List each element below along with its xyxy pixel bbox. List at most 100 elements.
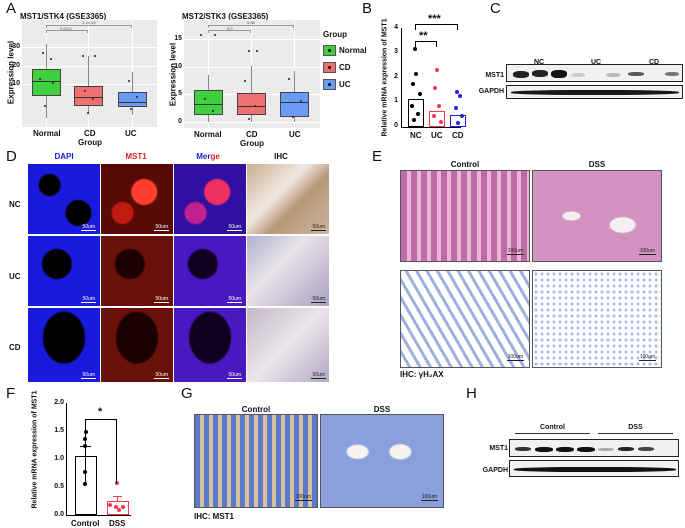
image-merge-cd: 50um <box>174 308 246 382</box>
ytick: 2 <box>394 73 398 80</box>
sig-star: * <box>98 406 103 418</box>
panel-letter-g: G <box>181 385 193 402</box>
box-uc <box>280 92 309 117</box>
ytick: 0.5 <box>54 483 64 490</box>
box-normal <box>194 90 223 115</box>
boxplot-left-xlabel: Group <box>78 138 102 147</box>
row-head-cd: CD <box>9 343 21 352</box>
y-axis <box>401 28 402 127</box>
xtick: DSS <box>109 519 126 528</box>
image-ihc-control: 100um <box>400 270 530 368</box>
ytick: 1.0 <box>54 455 64 462</box>
xtick: CD <box>246 130 258 139</box>
image-ihc-mst1-control: 100um <box>194 414 318 508</box>
ytick: 30 <box>12 43 20 50</box>
legend-item-normal: Normal <box>323 45 367 56</box>
blot-row-label: MST1 <box>485 72 504 79</box>
xtick: CD <box>84 129 96 138</box>
image-ihc-uc: 50um <box>247 236 329 306</box>
col-head-control: Control <box>450 160 480 169</box>
ytick: 4 <box>394 24 398 31</box>
legend-swatch <box>323 45 336 56</box>
merge-part: Mer <box>196 152 211 161</box>
panel-letter-b: B <box>362 0 373 17</box>
box-normal <box>32 69 61 96</box>
boxplot-right-xlabel: Group <box>240 139 264 148</box>
x-axis <box>401 127 461 128</box>
image-mst1-nc: 50um <box>101 164 173 234</box>
legend-item-cd: CD <box>323 62 367 73</box>
blot-group-label: UC <box>590 59 602 66</box>
xtick: CD <box>452 131 464 140</box>
blot-mst1-c <box>506 64 683 82</box>
x-axis <box>66 515 131 516</box>
blot-mst1-h <box>509 439 679 457</box>
blot-gapdh-c <box>506 85 683 99</box>
image-ihc-dss: 100um <box>532 270 662 368</box>
p-value: 0.88 <box>247 20 255 25</box>
p-value: 3.1e-05 <box>82 20 96 25</box>
caption-ihc-gh2ax: IHC: γH₂AX <box>400 370 444 379</box>
sig-star: ** <box>419 30 428 42</box>
box-cd <box>74 86 103 106</box>
sig-bracket <box>415 24 458 30</box>
p-value: 0.9 <box>227 26 233 31</box>
panel-letter-c: C <box>490 0 501 17</box>
legend: Group Normal CD UC <box>323 30 367 90</box>
panel-letter-a: A <box>6 0 17 17</box>
sig-bracket <box>415 41 437 47</box>
col-head-ihc: IHC <box>274 152 288 161</box>
col-head-dss: DSS <box>373 405 391 414</box>
image-ihc-cd: 50um <box>247 308 329 382</box>
legend-label: UC <box>339 80 351 89</box>
ytick: 0.0 <box>54 511 64 518</box>
sig-bracket <box>46 25 132 28</box>
legend-swatch <box>323 62 336 73</box>
col-head-dapi: DAPI <box>54 152 74 161</box>
legend-title: Group <box>323 30 347 39</box>
sig-bracket <box>85 419 117 484</box>
ytick: 0 <box>394 122 398 129</box>
blot-group-label: NC <box>533 59 545 66</box>
image-ihc-mst1-dss: 100um <box>320 414 444 508</box>
ytick: 1.5 <box>54 427 64 434</box>
panel-letter-d: D <box>6 148 17 165</box>
boxplot-right-ylabel: Expression level <box>168 42 178 107</box>
image-dapi-uc: 50um <box>28 236 100 306</box>
caption-ihc-mst1: IHC: MST1 <box>194 512 234 521</box>
col-head-control: Control <box>241 405 271 414</box>
xtick: NC <box>410 131 422 140</box>
box-cd <box>237 93 266 115</box>
panel-letter-h: H <box>466 385 477 402</box>
xtick: UC <box>431 131 443 140</box>
blot-row-label: GAPDH <box>478 88 504 95</box>
image-merge-nc: 50um <box>174 164 246 234</box>
ytick: 5 <box>178 90 182 97</box>
ytick: 10 <box>174 63 182 70</box>
image-ihc-nc: 50um <box>247 164 329 234</box>
ytick: 0 <box>178 118 182 125</box>
blot-group-label: DSS <box>628 424 643 431</box>
image-he-dss: 100um <box>532 170 662 262</box>
image-merge-uc: 50um <box>174 236 246 306</box>
panel-letter-f: F <box>6 385 16 402</box>
blot-row-label: GAPDH <box>482 467 508 474</box>
blot-group-label: Control <box>540 424 565 431</box>
xtick: Normal <box>194 130 222 139</box>
bar-f-ylabel: Relative mRNA expression of MST1 <box>31 390 39 509</box>
sig-bracket <box>208 30 251 33</box>
row-head-uc: UC <box>9 272 21 281</box>
image-mst1-cd: 50um <box>101 308 173 382</box>
boxplot-right-area: 0.88 0.9 <box>184 20 320 128</box>
ytick: 1 <box>394 97 398 104</box>
image-dapi-nc: 50um <box>28 164 100 234</box>
ytick: 15 <box>174 35 182 42</box>
ytick: 20 <box>12 62 20 69</box>
sig-star: *** <box>428 13 441 25</box>
blot-group-label: CD <box>648 59 660 66</box>
legend-label: Normal <box>339 46 367 55</box>
legend-item-uc: UC <box>323 79 367 90</box>
xtick: UC <box>125 129 137 138</box>
col-head-mst1: MST1 <box>125 152 147 161</box>
merge-part: ge <box>210 152 220 161</box>
